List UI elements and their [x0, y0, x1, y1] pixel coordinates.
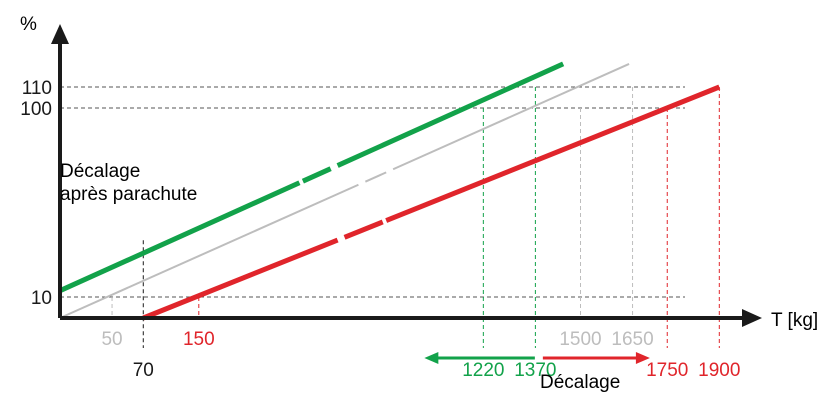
x-marker-label-1900: 1900: [698, 360, 740, 381]
y-tick-label-100: 100: [20, 99, 52, 120]
series-red-segment-1: [343, 219, 384, 240]
series-grey-segment-0: [59, 183, 359, 319]
axes: [51, 24, 762, 327]
x-marker-label-70: 70: [133, 360, 154, 381]
series-grey-segment-1: [364, 171, 387, 183]
x-axis-label: T [kg]: [771, 310, 818, 331]
series-red-segment-2: [385, 84, 721, 223]
x-marker-label-1220: 1220: [462, 360, 504, 381]
x-marker-label-1750: 1750: [646, 360, 688, 381]
series-green-segment-1: [301, 166, 332, 184]
series-group: [58, 61, 721, 321]
offset-annotation: Décalage: [424, 352, 650, 393]
series-green-segment-2: [336, 61, 565, 168]
annotation-offset-after-parachute-line1: Décalage: [60, 161, 140, 182]
x-marker-label-1370: 1370: [514, 360, 556, 381]
x-marker-label-50: 50: [101, 329, 122, 350]
y-axis-label: %: [20, 14, 37, 35]
series-grey-segment-2: [392, 62, 630, 171]
offset-label: Décalage: [540, 372, 620, 393]
x-axis-arrowhead: [742, 309, 762, 327]
y-tick-label-10: 10: [31, 288, 52, 309]
series-red-segment-0: [142, 237, 339, 321]
annotation-offset-after-parachute-line2: après parachute: [60, 184, 197, 205]
x-marker-label-1650: 1650: [611, 329, 653, 350]
x-marker-label-1500: 1500: [559, 329, 601, 350]
guide-lines: [60, 86, 720, 348]
offset-arrowhead-left: [424, 352, 439, 364]
offset-arrowhead-right: [635, 352, 650, 364]
y-tick-label-110: 110: [22, 78, 52, 99]
y-axis-arrowhead: [51, 24, 69, 44]
x-marker-label-150: 150: [183, 329, 215, 350]
series-green-segment-0: [58, 180, 301, 293]
